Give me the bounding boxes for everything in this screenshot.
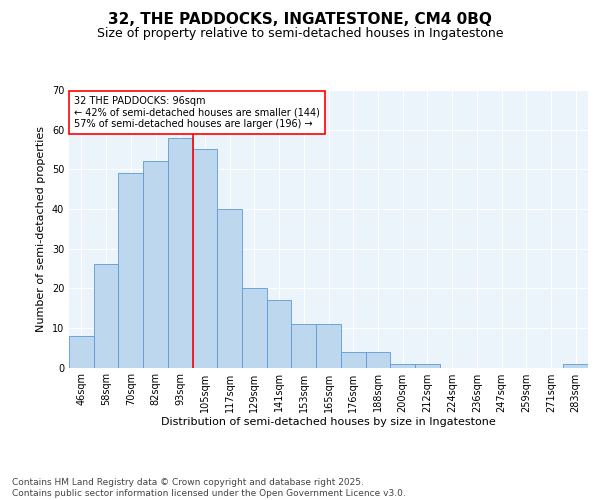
Bar bbox=[267, 300, 292, 368]
Text: 32, THE PADDOCKS, INGATESTONE, CM4 0BQ: 32, THE PADDOCKS, INGATESTONE, CM4 0BQ bbox=[108, 12, 492, 28]
Bar bbox=[69, 336, 94, 368]
Bar bbox=[193, 150, 217, 368]
Bar bbox=[94, 264, 118, 368]
Bar bbox=[118, 174, 143, 368]
Bar bbox=[242, 288, 267, 368]
Bar bbox=[143, 162, 168, 368]
Bar bbox=[563, 364, 588, 368]
Text: Contains HM Land Registry data © Crown copyright and database right 2025.
Contai: Contains HM Land Registry data © Crown c… bbox=[12, 478, 406, 498]
Bar bbox=[292, 324, 316, 368]
Bar bbox=[168, 138, 193, 368]
Bar bbox=[217, 209, 242, 368]
Text: Size of property relative to semi-detached houses in Ingatestone: Size of property relative to semi-detach… bbox=[97, 28, 503, 40]
Text: 32 THE PADDOCKS: 96sqm
← 42% of semi-detached houses are smaller (144)
57% of se: 32 THE PADDOCKS: 96sqm ← 42% of semi-det… bbox=[74, 96, 320, 128]
Y-axis label: Number of semi-detached properties: Number of semi-detached properties bbox=[36, 126, 46, 332]
Bar bbox=[365, 352, 390, 368]
Bar bbox=[341, 352, 365, 368]
Bar bbox=[390, 364, 415, 368]
X-axis label: Distribution of semi-detached houses by size in Ingatestone: Distribution of semi-detached houses by … bbox=[161, 418, 496, 428]
Bar bbox=[415, 364, 440, 368]
Bar bbox=[316, 324, 341, 368]
